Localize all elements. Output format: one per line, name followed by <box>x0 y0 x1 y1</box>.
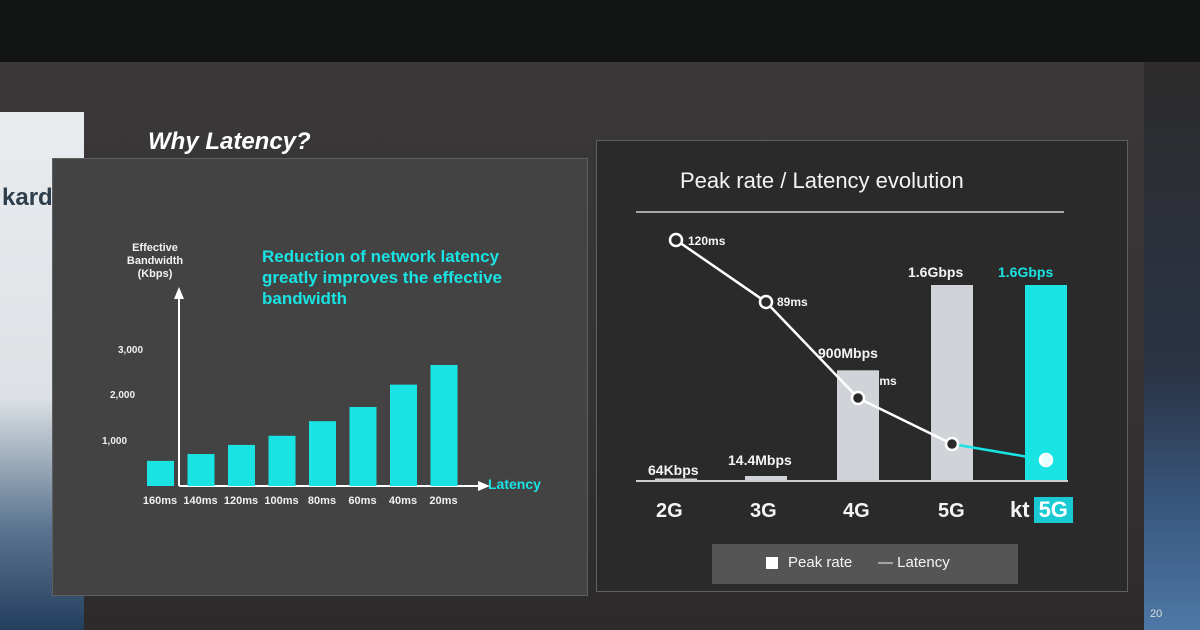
y-tick-3000: 3,000 <box>118 345 144 356</box>
peak-rate-bar <box>1025 285 1067 480</box>
rate-label-2g: 64Kbps <box>648 462 699 478</box>
previous-slide-text: kard <box>2 184 53 211</box>
kt-5g-label: kt 5G <box>1010 497 1073 523</box>
peak-rate-bar <box>745 476 787 480</box>
latency-line-segment <box>765 301 859 399</box>
bandwidth-bar <box>228 444 255 486</box>
bandwidth-bar <box>390 384 417 486</box>
latency-point <box>944 436 960 452</box>
peak-rate-legend-label: Peak rate <box>788 554 853 571</box>
rate-label-3g: 14.4Mbps <box>728 452 792 468</box>
rate-label-kt5g: 1.6Gbps <box>998 264 1054 280</box>
gen-label-5g: 5G <box>938 500 965 522</box>
gen-label-4g: 4G <box>843 500 870 522</box>
x-tick-label: 120ms <box>224 495 258 507</box>
x-tick-label: 20ms <box>429 495 457 507</box>
latency-point <box>758 294 774 310</box>
x-axis-arrow <box>478 481 490 491</box>
latency-legend-label: — Latency <box>878 554 950 571</box>
peak-rate-bar <box>837 370 879 480</box>
latency-line-segment <box>857 396 953 446</box>
y-axis-title: Effective Bandwidth (Kbps) <box>126 242 184 280</box>
latency-label-2g: 120ms <box>688 234 726 248</box>
peak-rate-bar <box>655 478 697 480</box>
bandwidth-bar <box>349 406 377 486</box>
rate-label-4g: 900Mbps <box>818 345 878 361</box>
gen-label-3g: 3G <box>750 500 777 522</box>
latency-line-segment <box>951 442 1047 462</box>
peak-rate-legend-swatch <box>766 557 778 569</box>
y-axis-arrow <box>174 287 184 299</box>
x-tick-label: 160ms <box>143 495 177 507</box>
x-tick-label: 140ms <box>183 495 217 507</box>
x-tick-label: 60ms <box>348 495 376 507</box>
latency-point <box>850 390 866 406</box>
slide-title: Why Latency? <box>148 128 311 155</box>
bandwidth-bar <box>187 454 215 486</box>
latency-label-3g: 89ms <box>777 295 808 309</box>
chart-legend: Peak rate — Latency <box>712 544 1018 584</box>
bandwidth-bar <box>309 421 336 486</box>
latency-point <box>668 232 684 248</box>
x-axis-label: Latency <box>488 476 541 492</box>
bandwidth-chart-panel <box>52 158 588 596</box>
y-tick-2000: 2,000 <box>110 390 136 401</box>
rate-label-5g: 1.6Gbps <box>908 264 964 280</box>
x-tick-label: 80ms <box>308 495 336 507</box>
x-tick-label: 100ms <box>264 495 298 507</box>
latency-note: Reduction of network latency greatly imp… <box>262 247 502 308</box>
bandwidth-bar <box>147 460 174 486</box>
page-number: 20 <box>1150 608 1163 620</box>
x-tick-label: 40ms <box>389 495 417 507</box>
kt-5g-badge: 5G <box>1033 497 1073 523</box>
y-tick-1000: 1,000 <box>102 436 128 447</box>
latency-point <box>1038 452 1054 468</box>
bandwidth-bar <box>268 435 296 486</box>
gen-label-2g: 2G <box>656 500 683 522</box>
city-photo-edge <box>1144 62 1200 630</box>
latency-line-segment <box>675 238 767 304</box>
right-chart-title: Peak rate / Latency evolution <box>680 168 964 193</box>
bandwidth-bar <box>430 364 458 486</box>
